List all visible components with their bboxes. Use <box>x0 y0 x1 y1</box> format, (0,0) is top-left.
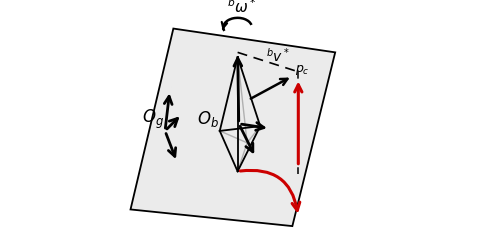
Text: $p_c$: $p_c$ <box>295 63 310 77</box>
Text: $O_b$: $O_b$ <box>197 109 219 129</box>
Text: $O_g$: $O_g$ <box>142 107 164 131</box>
Text: ${}^bv^*$: ${}^bv^*$ <box>266 47 290 65</box>
Text: ${}^b\omega^*$: ${}^b\omega^*$ <box>228 0 257 16</box>
Polygon shape <box>131 29 335 226</box>
